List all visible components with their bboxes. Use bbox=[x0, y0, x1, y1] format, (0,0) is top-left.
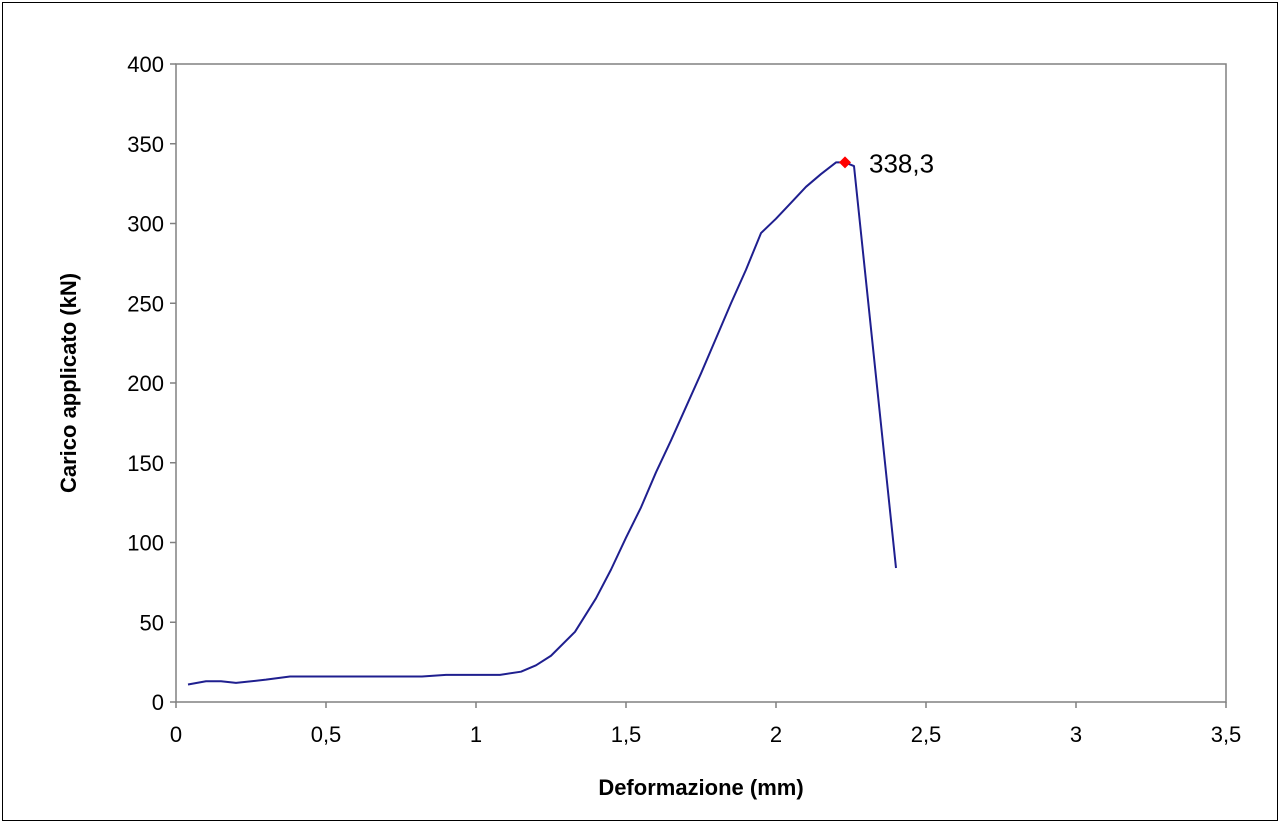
y-tick-label: 200 bbox=[127, 371, 164, 396]
y-tick-label: 100 bbox=[127, 531, 164, 556]
y-axis-title: Carico applicato (kN) bbox=[56, 273, 81, 493]
peak-marker bbox=[839, 156, 851, 169]
tick-labels: 0 50 100 150 200 250 300 350 400 0 0,5 1 1,5 2 2,5 3 3,5 bbox=[127, 52, 1241, 747]
y-tick-label: 350 bbox=[127, 132, 164, 157]
y-tick-label: 50 bbox=[140, 610, 164, 635]
highlight-group: 338,3 bbox=[839, 148, 934, 178]
x-tick-label: 0 bbox=[170, 722, 182, 747]
x-tick-label: 1,5 bbox=[611, 722, 642, 747]
x-tick-label: 0,5 bbox=[311, 722, 342, 747]
x-tick-label: 1 bbox=[470, 722, 482, 747]
y-tick-label: 250 bbox=[127, 291, 164, 316]
x-axis-title: Deformazione (mm) bbox=[598, 775, 803, 800]
x-tick-label: 3 bbox=[1070, 722, 1082, 747]
x-tick-label: 2 bbox=[770, 722, 782, 747]
x-tick-label: 2,5 bbox=[911, 722, 942, 747]
y-axis-title-group: Carico applicato (kN) bbox=[56, 273, 81, 493]
series-line bbox=[187, 161, 897, 686]
y-tick-label: 400 bbox=[127, 52, 164, 77]
y-tick-label: 300 bbox=[127, 212, 164, 237]
y-tick-label: 150 bbox=[127, 451, 164, 476]
y-tick-label: 0 bbox=[152, 690, 164, 715]
plot-area bbox=[175, 63, 1227, 703]
line-chart: Carico applicato (kN) Deformazione (mm) … bbox=[56, 52, 1241, 800]
series-group bbox=[187, 161, 897, 686]
x-tick-label: 3,5 bbox=[1211, 722, 1242, 747]
peak-data-label: 338,3 bbox=[869, 148, 934, 178]
